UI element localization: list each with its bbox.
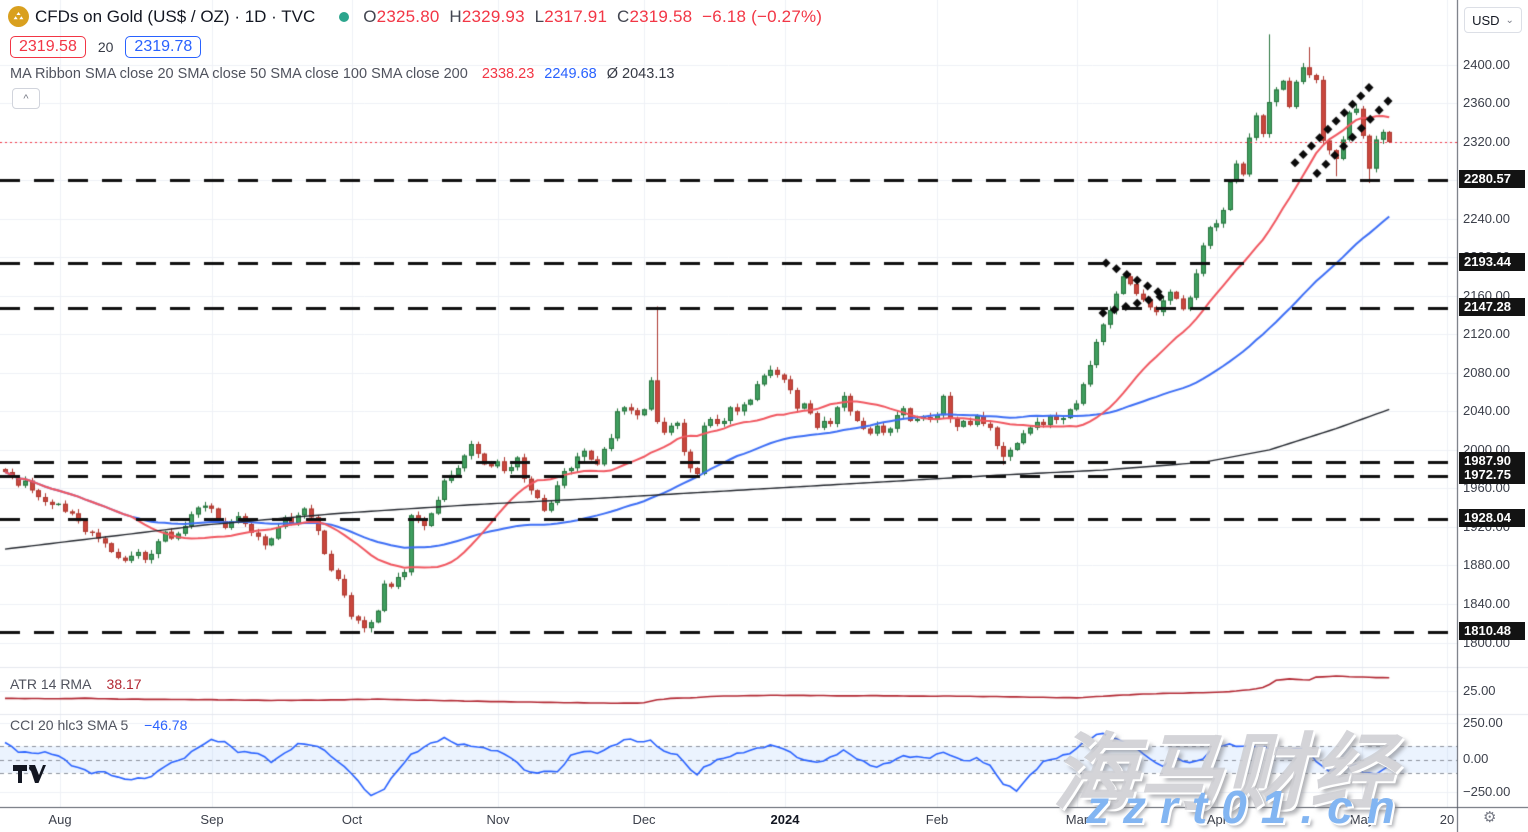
price-level-label: 1928.04 bbox=[1459, 509, 1525, 528]
cci-value: −46.78 bbox=[144, 717, 188, 733]
time-axis-label: Mar bbox=[1065, 812, 1089, 827]
ask-price-box[interactable]: 2319.78 bbox=[125, 36, 202, 58]
legend-collapse-button[interactable]: ^ bbox=[12, 88, 40, 109]
price-axis-label: 2360.00 bbox=[1463, 95, 1510, 111]
currency-label: USD bbox=[1472, 12, 1500, 28]
spread-value: 20 bbox=[97, 39, 114, 55]
chevron-up-icon: ^ bbox=[23, 92, 29, 105]
time-axis-label: Feb bbox=[925, 812, 949, 827]
bid-price-box[interactable]: 2319.58 bbox=[10, 36, 86, 58]
price-axis-label: 1840.00 bbox=[1463, 596, 1510, 611]
cci-label: CCI 20 hlc3 SMA 5 bbox=[10, 717, 129, 733]
time-axis-label: 20 bbox=[1439, 812, 1455, 827]
ma20-value: 2338.23 bbox=[481, 66, 535, 82]
gear-icon[interactable]: ⚙ bbox=[1483, 809, 1497, 826]
chevron-down-icon: ⌄ bbox=[1505, 14, 1514, 26]
market-status-icon[interactable] bbox=[339, 11, 350, 22]
indicator-axis-label: −250.00 bbox=[1463, 784, 1511, 799]
time-axis-label: Oct bbox=[341, 812, 363, 827]
price-change: −6.18 (−0.27%) bbox=[702, 6, 823, 26]
time-axis-label: Aug bbox=[48, 812, 72, 827]
price-axis-label: 2040.00 bbox=[1463, 403, 1510, 419]
price-level-label: 2147.28 bbox=[1459, 297, 1525, 316]
cci-legend[interactable]: CCI 20 hlc3 SMA 5 −46.78 bbox=[10, 717, 187, 733]
atr-value: 38.17 bbox=[106, 676, 142, 692]
price-axis-label: 1880.00 bbox=[1463, 557, 1510, 573]
watermark-text: 海马财经 bbox=[1052, 726, 1397, 820]
gold-coin-icon bbox=[8, 6, 29, 27]
symbol-title[interactable]: CFDs on Gold (US$ / OZ) · 1D · TVC bbox=[35, 6, 316, 26]
indicator-axis-label: 0.00 bbox=[1463, 751, 1489, 766]
indicator-axis-label: 25.00 bbox=[1463, 683, 1496, 698]
price-axis-label: 2400.00 bbox=[1463, 56, 1510, 72]
symbol-legend: CFDs on Gold (US$ / OZ) · 1D · TVC O2325… bbox=[8, 6, 822, 27]
price-level-label: 2280.57 bbox=[1459, 169, 1525, 188]
time-axis-label: Dec bbox=[632, 812, 656, 827]
ma-ribbon-legend[interactable]: MA Ribbon SMA close 20 SMA close 50 SMA … bbox=[10, 66, 674, 82]
ma-ribbon-params: MA Ribbon SMA close 20 SMA close 50 SMA … bbox=[10, 66, 468, 82]
price-level-label: 1810.48 bbox=[1459, 622, 1525, 641]
price-axis-label: 2240.00 bbox=[1463, 210, 1510, 226]
indicator-axis-label: 250.00 bbox=[1463, 715, 1503, 730]
currency-button[interactable]: USD ⌄ bbox=[1464, 7, 1522, 33]
quote-boxes: 2319.58 20 2319.78 bbox=[10, 36, 202, 58]
ohlc-values: O2325.80 H2329.93 L2317.91 C2319.58 −6.1… bbox=[363, 6, 823, 26]
price-axis-label: 2120.00 bbox=[1463, 326, 1510, 342]
ma-avg-value: Ø 2043.13 bbox=[606, 66, 675, 82]
ma50-value: 2249.68 bbox=[544, 66, 597, 82]
price-level-label: 2193.44 bbox=[1459, 253, 1525, 272]
watermark-url: zzrt01.cn bbox=[1086, 781, 1409, 832]
price-level-label: 1972.75 bbox=[1459, 466, 1525, 485]
time-axis-label: May bbox=[1349, 812, 1375, 827]
time-axis-label: Nov bbox=[486, 812, 510, 827]
time-axis-label: 2024 bbox=[770, 812, 800, 827]
price-axis-label: 2320.00 bbox=[1463, 133, 1510, 149]
time-axis-label: Apr bbox=[1206, 812, 1228, 827]
time-axis-label: Sep bbox=[200, 812, 224, 827]
tradingview-logo-icon[interactable] bbox=[13, 765, 46, 789]
atr-legend[interactable]: ATR 14 RMA 38.17 bbox=[10, 676, 142, 692]
atr-label: ATR 14 RMA bbox=[10, 676, 91, 692]
price-axis-label: 1960.00 bbox=[1463, 480, 1510, 496]
price-axis-label: 2080.00 bbox=[1463, 364, 1510, 380]
price-level-label: 1987.90 bbox=[1459, 451, 1525, 470]
